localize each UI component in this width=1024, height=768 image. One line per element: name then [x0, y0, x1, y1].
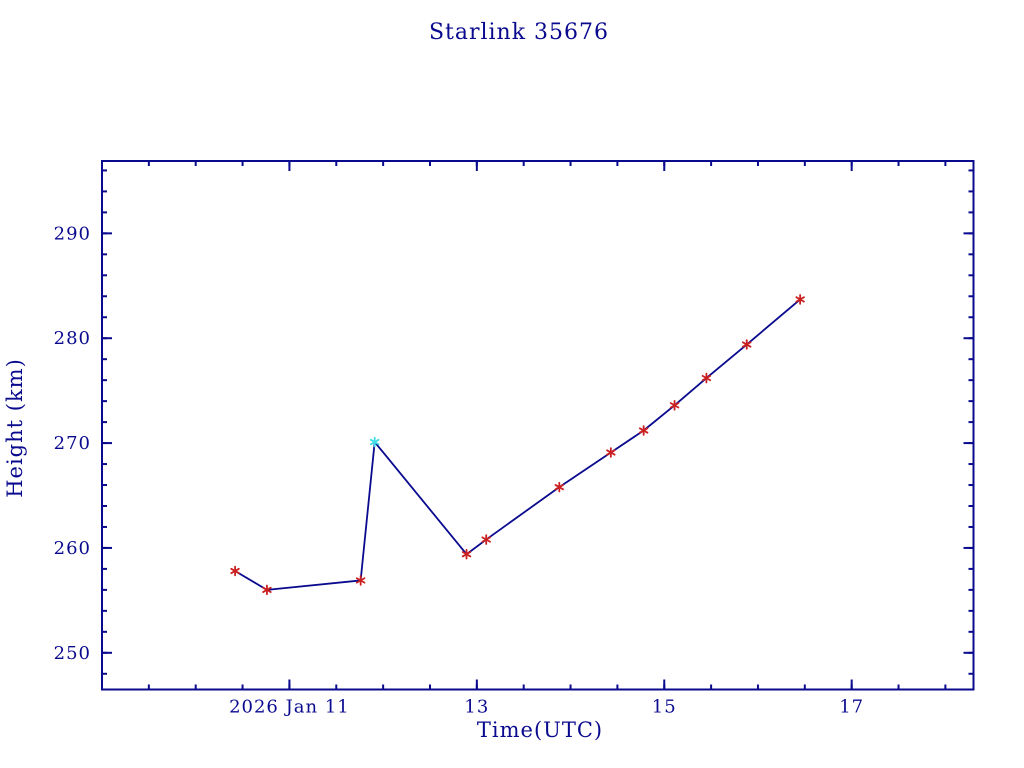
- plot-frame: [101, 160, 975, 691]
- data-point-marker: [481, 534, 491, 545]
- marker-spoke: [795, 296, 805, 303]
- marker-spoke: [461, 551, 472, 558]
- x-axis-label: Time(UTC): [477, 718, 603, 742]
- marker-spoke: [638, 427, 649, 434]
- data-point-marker: [554, 481, 565, 493]
- y-tick-label: 250: [54, 643, 91, 664]
- y-tick-label: 270: [54, 433, 91, 454]
- marker-spoke: [230, 567, 240, 575]
- data-point-marker: [230, 565, 240, 577]
- marker-spoke: [369, 438, 380, 446]
- y-tick-label: 260: [54, 538, 91, 559]
- data-line: [234, 298, 801, 591]
- y-tick-label: 290: [54, 223, 91, 244]
- data-point-marker: [795, 294, 805, 305]
- data-point-marker: [461, 548, 472, 560]
- marker-spoke: [701, 374, 712, 382]
- data-point-marker: [262, 584, 272, 596]
- x-tick-label: 17: [839, 697, 864, 718]
- marker-spoke: [262, 586, 272, 593]
- data-point-marker: [355, 575, 366, 586]
- marker-spoke: [742, 341, 752, 348]
- marker-spoke: [554, 484, 565, 491]
- marker-spoke: [481, 536, 491, 543]
- marker-spoke: [606, 449, 616, 456]
- x-tick-label: 15: [652, 697, 677, 718]
- data-point-marker: [638, 425, 649, 436]
- marker-spoke: [355, 577, 366, 584]
- y-axis-label: Height (km): [3, 358, 27, 498]
- chart-title: Starlink 35676: [429, 20, 609, 45]
- data-point-marker: [742, 339, 752, 350]
- plot-area: 2026 Jan 11 13 15 17 250 260 270 280 290: [54, 160, 975, 718]
- x-tick-label: 2026 Jan 11: [229, 697, 350, 718]
- data-point-marker: [701, 372, 712, 384]
- x-tick-label: 13: [464, 697, 489, 718]
- marker-spoke: [669, 402, 680, 409]
- y-tick-label: 280: [54, 328, 91, 349]
- highlight-point-marker: [369, 436, 380, 448]
- data-point-marker: [606, 447, 616, 458]
- data-point-marker: [669, 400, 680, 411]
